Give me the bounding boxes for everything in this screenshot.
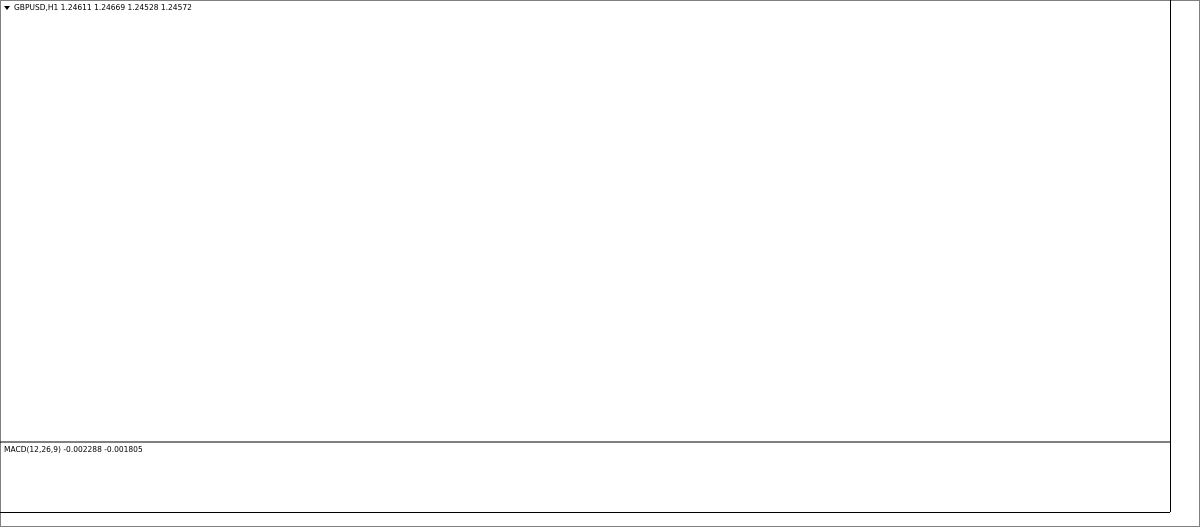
chart-title: GBPUSD,H1 1.24611 1.24669 1.24528 1.2457… [14, 3, 192, 12]
title-icon [4, 6, 10, 10]
macd-title: MACD(12,26,9) -0.002288 -0.001805 [4, 445, 143, 454]
